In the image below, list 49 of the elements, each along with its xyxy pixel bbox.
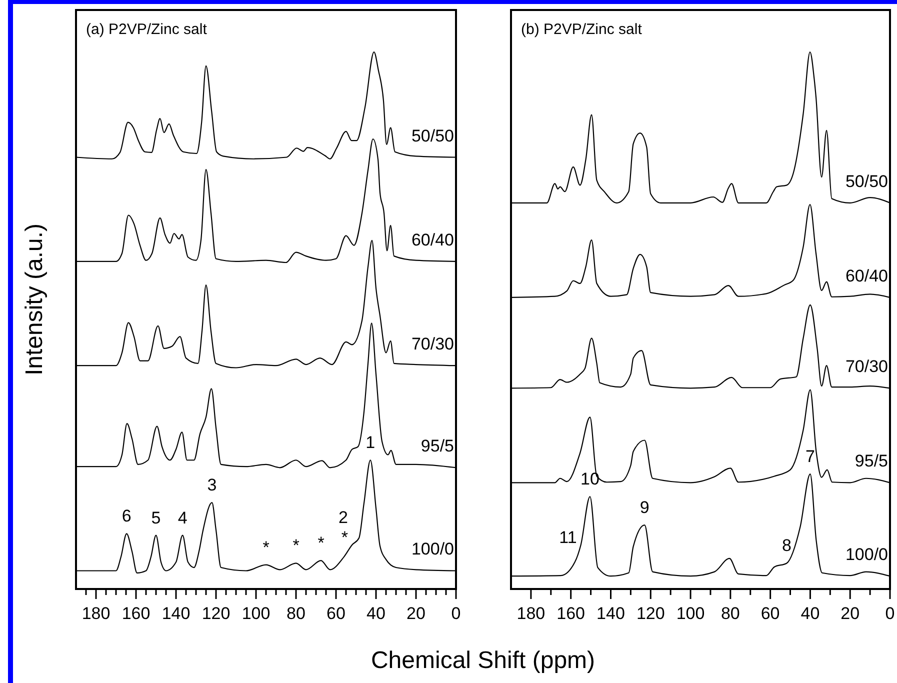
- x-tick-label: 100: [242, 604, 270, 623]
- series-label: 70/30: [411, 334, 454, 354]
- x-tick-label: 60: [326, 604, 346, 623]
- annotation: 3: [207, 475, 217, 494]
- x-tick-label: 140: [596, 604, 625, 623]
- x-tick-label: 180: [516, 604, 546, 623]
- series-label: 70/30: [845, 357, 888, 376]
- x-tick-label: 120: [202, 604, 230, 623]
- series-label: 50/50: [411, 126, 454, 146]
- chart-title: (a) P2VP/Zinc salt: [86, 21, 208, 38]
- x-tick-label: 40: [800, 604, 820, 623]
- x-axis-title: Chemical Shift (ppm): [370, 647, 596, 674]
- x-tick-label: 100: [676, 604, 705, 623]
- y-axis-title: Intensity (a.u.): [21, 223, 48, 376]
- x-tick-label: 80: [286, 604, 306, 623]
- x-tick-label: 160: [556, 604, 586, 623]
- annotation: 5: [151, 508, 161, 528]
- series-label: 50/50: [845, 172, 888, 191]
- annotation: *: [262, 538, 270, 557]
- x-tick-label: 120: [636, 604, 665, 623]
- x-tick-label: 180: [82, 604, 110, 623]
- annotation: 8: [782, 536, 792, 556]
- series-label: 95/5: [420, 436, 454, 456]
- annotation: 2: [338, 508, 348, 527]
- annotation: 1: [366, 433, 376, 452]
- x-tick-label: 60: [760, 604, 780, 623]
- x-tick-label: 20: [840, 604, 860, 623]
- annotation: *: [318, 533, 325, 552]
- chart-title: (b) P2VP/Zinc salt: [521, 21, 643, 38]
- annotation: 11: [559, 528, 577, 547]
- x-tick-label: 0: [885, 604, 895, 623]
- annotation: 4: [178, 508, 188, 528]
- series-label: 60/40: [845, 266, 888, 286]
- annotation: *: [341, 528, 348, 547]
- annotation: *: [292, 536, 300, 556]
- x-tick-label: 160: [122, 604, 150, 623]
- x-tick-label: 80: [720, 604, 740, 623]
- annotation: 10: [580, 470, 600, 489]
- x-tick-label: 20: [406, 604, 426, 623]
- series-label: 100/0: [411, 540, 454, 559]
- annotation: 6: [122, 506, 132, 526]
- annotation: 9: [640, 498, 650, 518]
- series-label: 95/5: [854, 452, 888, 471]
- x-tick-label: 40: [366, 604, 386, 623]
- series-label: 100/0: [845, 545, 888, 564]
- annotation: 7: [805, 447, 815, 466]
- x-tick-label: 140: [162, 604, 190, 623]
- x-tick-label: 0: [451, 604, 461, 623]
- series-label: 60/40: [411, 230, 454, 250]
